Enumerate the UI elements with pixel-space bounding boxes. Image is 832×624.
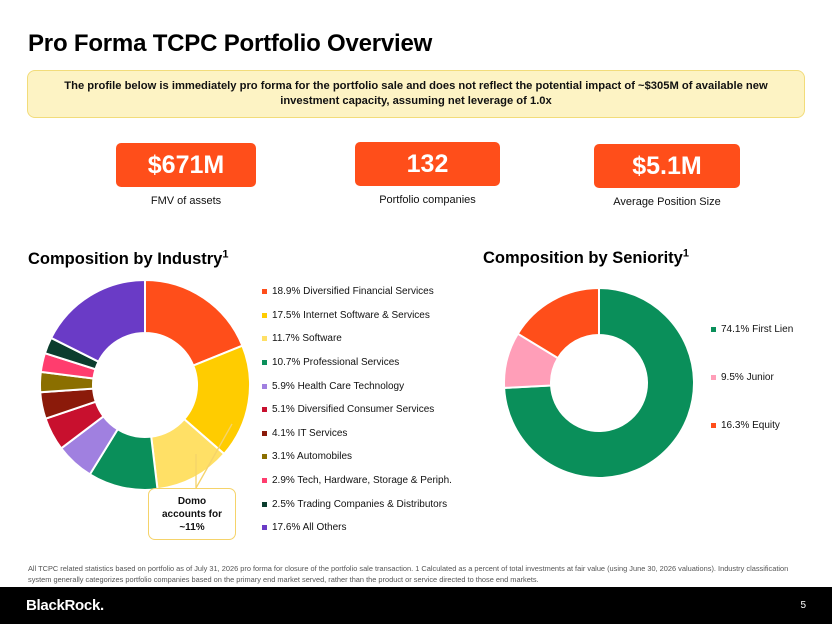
seniority-legend-item-first-lien: 74.1% First Lien bbox=[711, 305, 793, 353]
seniority-legend-item-junior: 9.5% Junior bbox=[711, 353, 793, 401]
industry-legend-item-internet-software-services: 17.5% Internet Software & Services bbox=[262, 304, 452, 328]
industry-legend-label: 5.1% Diversified Consumer Services bbox=[272, 404, 435, 416]
blackrock-logo: BlackRock. bbox=[26, 597, 104, 614]
seniority-legend: 74.1% First Lien 9.5% Junior 16.3% Equity bbox=[711, 305, 793, 449]
industry-legend-swatch bbox=[262, 478, 267, 484]
seniority-legend-label: 16.3% Equity bbox=[721, 419, 780, 431]
industry-legend-swatch bbox=[262, 383, 267, 389]
page-title: Pro Forma TCPC Portfolio Overview bbox=[28, 30, 433, 57]
industry-legend-item-it-services: 4.1% IT Services bbox=[262, 422, 452, 446]
industry-legend-label: 2.9% Tech, Hardware, Storage & Periph. bbox=[272, 475, 452, 487]
seniority-footnote-mark: 1 bbox=[682, 247, 689, 260]
industry-footnote-mark: 1 bbox=[222, 248, 229, 261]
industry-legend-swatch bbox=[262, 336, 267, 342]
industry-legend-label: 4.1% IT Services bbox=[272, 427, 348, 439]
kpi-fmv: $671M FMV of assets bbox=[116, 143, 256, 207]
industry-legend: 18.9% Diversified Financial Services 17.5… bbox=[262, 280, 452, 540]
industry-legend-label: 10.7% Professional Services bbox=[272, 357, 400, 369]
industry-legend-item-diversified-financial-services: 18.9% Diversified Financial Services bbox=[262, 280, 452, 304]
industry-legend-item-automobiles: 3.1% Automobiles bbox=[262, 445, 452, 469]
industry-legend-label: 11.7% Software bbox=[272, 333, 342, 345]
industry-legend-item-all-others: 17.6% All Others bbox=[262, 516, 452, 540]
industry-legend-swatch bbox=[262, 312, 267, 318]
industry-legend-label: 2.5% Trading Companies & Distributors bbox=[272, 498, 448, 510]
seniority-slice-first-lien bbox=[503, 286, 695, 479]
industry-legend-item-trading-companies-distributors: 2.5% Trading Companies & Distributors bbox=[262, 492, 452, 516]
industry-legend-label: 17.5% Internet Software & Services bbox=[272, 309, 430, 321]
seniority-legend-label: 74.1% First Lien bbox=[721, 323, 794, 335]
seniority-legend-swatch bbox=[711, 326, 716, 332]
domo-callout: Domo accounts for ~11% bbox=[148, 488, 236, 540]
industry-slice-all-others bbox=[49, 278, 146, 364]
industry-legend-item-software: 11.7% Software bbox=[262, 327, 452, 351]
kpi-portfolio-companies: 132 Portfolio companies bbox=[355, 142, 500, 206]
industry-section-title: Composition by Industry1 bbox=[28, 248, 229, 269]
seniority-title-text: Composition by Seniority bbox=[483, 249, 683, 267]
industry-legend-label: 17.6% All Others bbox=[272, 522, 347, 534]
seniority-slice-equity bbox=[516, 286, 600, 360]
industry-legend-swatch bbox=[262, 525, 267, 531]
kpi-fmv-value: $671M bbox=[116, 143, 256, 187]
kpi-portfolio-companies-value: 132 bbox=[355, 142, 500, 186]
pro-forma-notice: The profile below is immediately pro for… bbox=[27, 70, 805, 118]
seniority-legend-item-equity: 16.3% Equity bbox=[711, 401, 793, 449]
kpi-fmv-label: FMV of assets bbox=[150, 195, 222, 207]
industry-legend-swatch bbox=[262, 454, 267, 460]
kpi-avg-position-label: Average Position Size bbox=[613, 196, 721, 208]
kpi-avg-position: $5.1M Average Position Size bbox=[594, 144, 740, 208]
industry-legend-label: 3.1% Automobiles bbox=[272, 451, 353, 463]
kpi-avg-position-value: $5.1M bbox=[594, 144, 740, 188]
industry-donut-chart bbox=[39, 278, 251, 491]
industry-legend-swatch bbox=[262, 407, 267, 413]
seniority-section-title: Composition by Seniority1 bbox=[483, 247, 689, 268]
industry-legend-item-tech-hardware-storage-periph: 2.9% Tech, Hardware, Storage & Periph. bbox=[262, 469, 452, 493]
page-number: 5 bbox=[800, 600, 806, 611]
footnote: All TCPC related statistics based on por… bbox=[28, 564, 789, 584]
seniority-legend-swatch bbox=[711, 422, 716, 428]
seniority-legend-label: 9.5% Junior bbox=[721, 371, 774, 383]
industry-legend-swatch bbox=[262, 360, 267, 366]
industry-legend-item-professional-services: 10.7% Professional Services bbox=[262, 351, 452, 375]
industry-legend-swatch bbox=[262, 289, 267, 295]
seniority-donut-chart bbox=[503, 286, 695, 479]
seniority-legend-swatch bbox=[711, 374, 716, 380]
industry-title-text: Composition by Industry bbox=[28, 250, 223, 268]
footer-bar: BlackRock. 5 bbox=[0, 587, 832, 624]
industry-legend-swatch bbox=[262, 501, 267, 507]
kpi-portfolio-companies-label: Portfolio companies bbox=[379, 194, 476, 206]
industry-legend-item-health-care-technology: 5.9% Health Care Technology bbox=[262, 374, 452, 398]
industry-legend-item-diversified-consumer-services: 5.1% Diversified Consumer Services bbox=[262, 398, 452, 422]
industry-legend-label: 18.9% Diversified Financial Services bbox=[272, 286, 434, 298]
industry-legend-label: 5.9% Health Care Technology bbox=[272, 380, 405, 392]
industry-legend-swatch bbox=[262, 430, 267, 436]
